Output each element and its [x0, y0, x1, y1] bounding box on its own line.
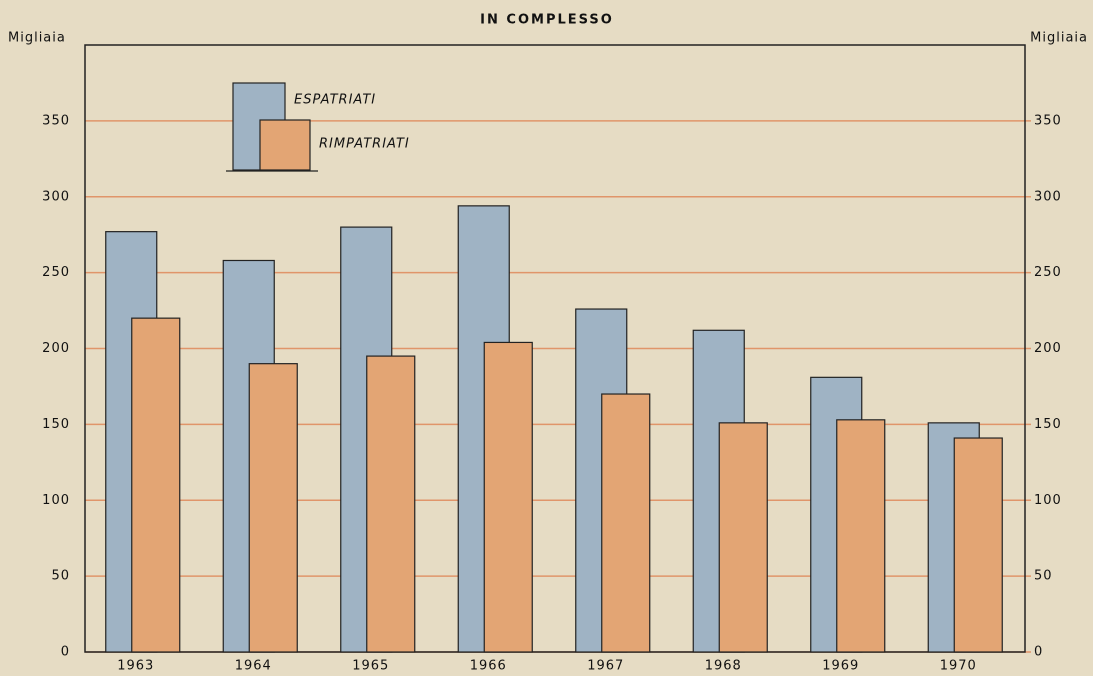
legend-swatch — [259, 119, 311, 171]
bar — [836, 419, 886, 653]
x-tick-label: 1968 — [705, 659, 742, 674]
y-axis-label: Migliaia — [8, 31, 66, 46]
y-tick-label: 300 — [42, 189, 70, 204]
y2-tick-label: 300 — [1034, 189, 1062, 204]
y2-tick-label: 350 — [1034, 113, 1062, 128]
x-tick-label: 1967 — [587, 659, 624, 674]
y-tick-label: 250 — [42, 265, 70, 280]
y-tick-label: 100 — [42, 493, 70, 508]
bar — [366, 355, 416, 653]
x-tick-label: 1964 — [235, 659, 272, 674]
legend-label: ESPATRIATI — [294, 93, 376, 108]
y-tick-label: 200 — [42, 341, 70, 356]
x-tick-label: 1966 — [470, 659, 507, 674]
y2-tick-label: 250 — [1034, 265, 1062, 280]
bar — [483, 341, 533, 653]
x-tick-label: 1965 — [352, 659, 389, 674]
y2-tick-label: 200 — [1034, 341, 1062, 356]
x-tick-label: 1963 — [117, 659, 154, 674]
y2-tick-label: 100 — [1034, 493, 1062, 508]
chart-title: IN COMPLESSO — [480, 13, 614, 28]
y2-axis-label: Migliaia — [1030, 31, 1088, 46]
bar — [131, 317, 181, 653]
legend-label: RIMPATRIATI — [319, 137, 410, 152]
y2-tick-label: 150 — [1034, 417, 1062, 432]
bar — [601, 393, 651, 653]
bar — [718, 422, 768, 653]
y2-tick-label: 0 — [1034, 645, 1043, 660]
y-tick-label: 150 — [42, 417, 70, 432]
bar — [953, 437, 1003, 653]
plot-frame — [84, 44, 1026, 653]
y-tick-label: 50 — [51, 569, 70, 584]
x-tick-label: 1970 — [940, 659, 977, 674]
y-tick-label: 0 — [61, 645, 70, 660]
y2-tick-label: 50 — [1034, 569, 1053, 584]
bar — [248, 363, 298, 653]
x-tick-label: 1969 — [822, 659, 859, 674]
y-tick-label: 350 — [42, 113, 70, 128]
